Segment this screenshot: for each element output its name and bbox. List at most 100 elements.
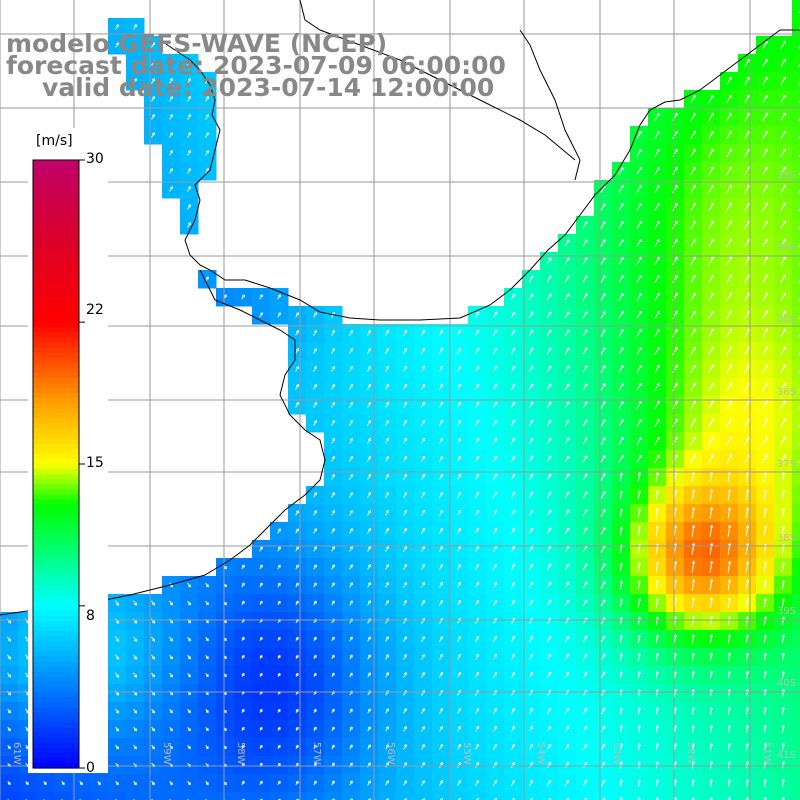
colorbar-segment xyxy=(33,256,79,262)
wind-arrow xyxy=(564,581,570,589)
wind-arrow xyxy=(331,726,335,732)
wind-arrow xyxy=(762,364,768,374)
wind-arrow xyxy=(582,455,588,463)
wind-arrow xyxy=(384,329,390,336)
wind-arrow xyxy=(385,654,389,660)
wind-arrow xyxy=(798,99,800,104)
wind-arrow xyxy=(745,670,749,679)
wind-arrow xyxy=(546,419,552,427)
wind-arrow xyxy=(726,346,732,356)
wind-arrow xyxy=(762,238,768,248)
colorbar-segment xyxy=(33,702,79,708)
wind-arrow xyxy=(492,527,498,535)
field-cell xyxy=(792,468,800,487)
colorbar-segment xyxy=(33,610,79,617)
wind-arrow xyxy=(277,582,281,588)
lon-label: 58W xyxy=(235,742,246,765)
wind-arrow xyxy=(636,400,642,409)
field-cell xyxy=(792,504,800,523)
colorbar-segment xyxy=(33,423,79,430)
wind-arrow xyxy=(420,509,426,516)
wind-arrow xyxy=(600,599,606,607)
wind-arrow xyxy=(528,581,534,589)
wind-arrow xyxy=(600,581,606,589)
wind-arrow xyxy=(762,328,768,338)
wind-arrow xyxy=(637,689,641,697)
wind-arrow xyxy=(349,636,353,642)
wind-arrow xyxy=(780,364,786,374)
field-cell xyxy=(306,792,325,800)
wind-arrow xyxy=(313,384,317,390)
wind-arrow xyxy=(780,292,786,302)
wind-arrow xyxy=(510,599,516,607)
wind-arrow xyxy=(205,132,209,138)
wind-arrow xyxy=(403,582,407,588)
wind-arrow xyxy=(295,366,299,372)
wind-arrow xyxy=(205,168,209,174)
colorbar-segment xyxy=(33,534,79,541)
wind-arrow xyxy=(763,634,767,644)
wind-arrow xyxy=(384,347,390,354)
wind-arrow xyxy=(618,311,624,319)
wind-arrow xyxy=(349,744,353,750)
wind-arrow xyxy=(151,114,155,120)
wind-arrow xyxy=(781,489,786,500)
wind-arrow xyxy=(367,636,371,642)
colorbar-segment xyxy=(33,367,79,374)
field-cell xyxy=(180,792,199,800)
wind-arrow xyxy=(439,708,444,714)
field-cell xyxy=(792,612,800,631)
wind-arrow xyxy=(636,256,642,265)
wind-arrow xyxy=(528,293,534,301)
colorbar-segment xyxy=(33,236,79,242)
wind-arrow xyxy=(763,525,768,537)
wind-arrow xyxy=(331,384,336,390)
wind-arrow xyxy=(672,436,678,446)
wind-arrow xyxy=(492,653,498,660)
field-cell xyxy=(468,792,487,800)
colorbar-segment xyxy=(33,646,79,653)
colorbar-segment xyxy=(33,317,79,323)
wind-arrow xyxy=(402,383,408,390)
colorbar-segment xyxy=(33,747,79,754)
wind-arrow xyxy=(169,672,173,678)
wind-arrow xyxy=(564,635,570,643)
wind-arrow xyxy=(672,454,678,464)
wind-arrow xyxy=(637,508,642,518)
wind-arrow xyxy=(492,725,498,732)
wind-arrow xyxy=(763,688,767,697)
wind-arrow xyxy=(349,564,353,570)
wind-arrow xyxy=(7,672,12,678)
wind-arrow xyxy=(313,744,317,750)
wind-arrow xyxy=(690,166,696,176)
wind-arrow xyxy=(762,256,768,266)
wind-arrow xyxy=(564,401,570,409)
wind-arrow xyxy=(114,654,120,660)
wind-arrow xyxy=(727,779,731,787)
wind-arrow xyxy=(745,561,750,573)
field-cell xyxy=(540,792,559,800)
wind-arrow xyxy=(492,419,498,427)
wind-arrow xyxy=(727,507,732,519)
wind-arrow xyxy=(655,561,660,573)
wind-arrow xyxy=(618,347,624,355)
wind-arrow xyxy=(781,779,785,787)
wind-arrow xyxy=(691,689,695,697)
wind-arrow xyxy=(403,546,408,552)
wind-arrow xyxy=(259,654,263,659)
field-cell xyxy=(72,792,91,800)
colorbar-segment xyxy=(33,504,79,511)
wind-arrow xyxy=(762,40,768,50)
wind-arrow xyxy=(727,634,731,644)
wind-arrow xyxy=(600,311,606,319)
field-cell xyxy=(792,720,800,739)
wind-arrow xyxy=(690,454,696,464)
field-cell xyxy=(756,792,775,800)
wind-arrow xyxy=(384,401,390,408)
wind-arrow xyxy=(726,94,732,104)
wind-arrow xyxy=(654,274,660,284)
colorbar-segment xyxy=(33,519,79,526)
wind-arrow xyxy=(690,184,696,194)
wind-arrow xyxy=(618,437,624,445)
wind-arrow xyxy=(672,202,678,212)
